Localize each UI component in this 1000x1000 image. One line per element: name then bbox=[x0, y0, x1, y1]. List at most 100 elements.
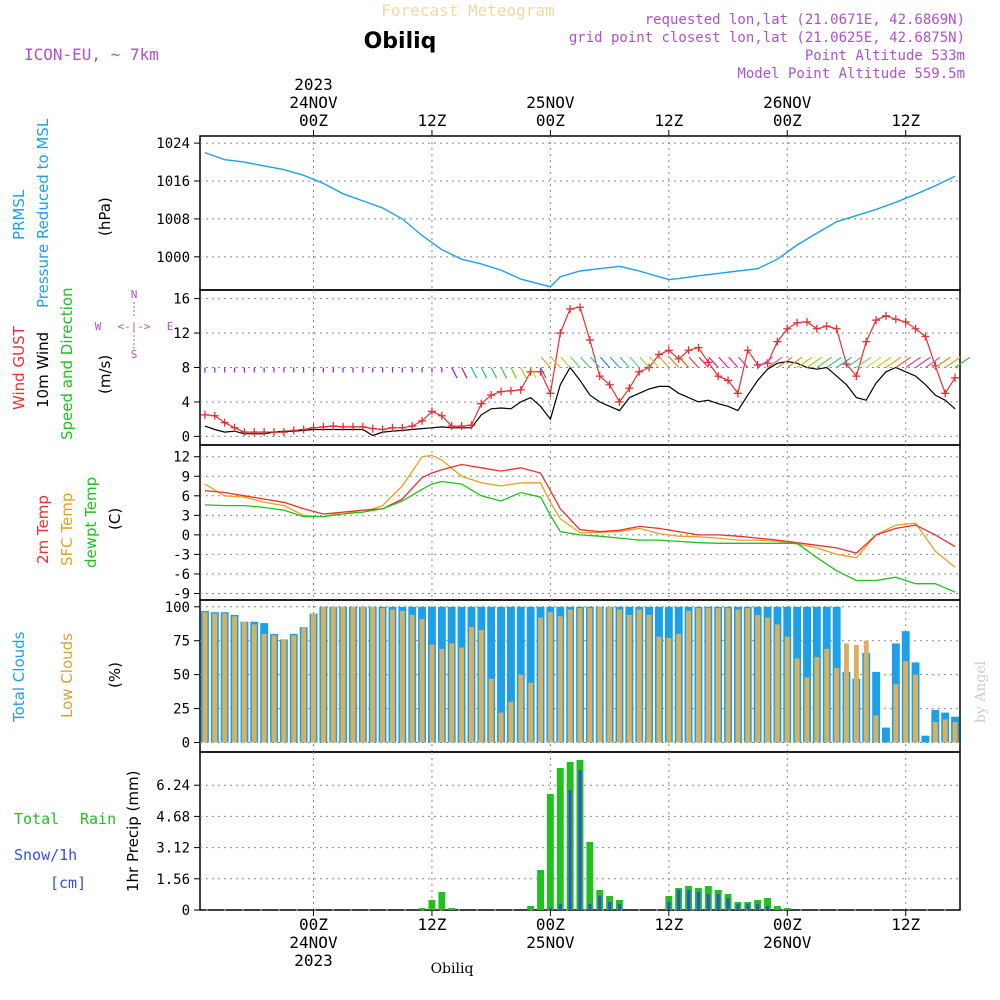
ytick-label: -6 bbox=[173, 567, 190, 583]
gust-marker bbox=[783, 324, 792, 333]
wind-direction-arrow bbox=[786, 356, 803, 368]
wind-direction-arrow bbox=[589, 356, 601, 368]
ytick-label: 0 bbox=[182, 528, 190, 544]
total-cloud-bar bbox=[507, 606, 515, 743]
total-cloud-bar bbox=[882, 727, 890, 743]
wind-direction-arrow bbox=[846, 356, 862, 368]
cm-label: [cm] bbox=[50, 874, 86, 892]
gust-marker bbox=[654, 350, 663, 359]
compass-east: E bbox=[167, 320, 174, 333]
low-clouds-label: Low Clouds bbox=[58, 633, 76, 718]
wind-direction-arrow bbox=[816, 356, 833, 368]
low-cloud-bar bbox=[350, 606, 356, 743]
gust-marker bbox=[358, 422, 367, 431]
rain-bar bbox=[546, 794, 554, 910]
t2m-label: 2m Temp bbox=[34, 495, 52, 564]
wind-direction-arrow bbox=[826, 356, 842, 368]
gust-marker bbox=[506, 386, 515, 395]
wind-direction-arrow bbox=[905, 356, 921, 368]
wind-direction-arrow bbox=[570, 356, 581, 368]
low-cloud-bar bbox=[784, 636, 790, 743]
rain-bar bbox=[586, 842, 594, 910]
rain-bar bbox=[527, 906, 535, 910]
gust-marker bbox=[832, 324, 841, 333]
precip-unit-label: 1hr Precip (mm) bbox=[124, 771, 142, 892]
low-cloud-bar bbox=[735, 609, 741, 743]
low-cloud-bar bbox=[666, 638, 672, 743]
ms-unit-label: (m/s) bbox=[96, 355, 114, 394]
snow-bar bbox=[716, 894, 720, 910]
top-time-label: 00Z bbox=[536, 111, 565, 130]
low-cloud-bar bbox=[873, 715, 879, 743]
low-cloud-bar bbox=[232, 616, 237, 743]
low-cloud-bar bbox=[814, 657, 820, 743]
gust-marker bbox=[497, 387, 506, 396]
gust-marker bbox=[921, 332, 930, 341]
gust-marker bbox=[901, 317, 910, 326]
ytick-label: 3.12 bbox=[156, 841, 190, 857]
total-clouds-label: Total Clouds bbox=[10, 631, 28, 723]
rain-bar bbox=[764, 898, 771, 910]
prmsl-label: PRMSL bbox=[10, 189, 28, 240]
ytick-label: 4.68 bbox=[156, 809, 190, 825]
wind-direction-arrow bbox=[767, 356, 783, 368]
low-cloud-bar bbox=[409, 614, 415, 743]
low-cloud-bar bbox=[271, 635, 277, 743]
snow-bar bbox=[756, 904, 760, 910]
gust-marker bbox=[309, 423, 318, 432]
total-cloud-bar bbox=[872, 671, 881, 743]
wind-direction-arrow bbox=[510, 367, 517, 379]
low-cloud-bar bbox=[893, 684, 899, 743]
snow-bar bbox=[578, 770, 582, 910]
gust-marker bbox=[714, 372, 723, 381]
low-cloud-bar bbox=[844, 643, 849, 743]
gust-marker bbox=[803, 317, 812, 326]
low-cloud-bar bbox=[597, 606, 603, 743]
wind-direction-arrow bbox=[708, 356, 719, 368]
series-prmsl-line bbox=[204, 151, 956, 288]
gust-marker bbox=[210, 411, 219, 420]
low-cloud-bar bbox=[834, 667, 840, 743]
low-cloud-bar bbox=[222, 613, 228, 743]
low-cloud-bar bbox=[636, 609, 642, 743]
rain-bar bbox=[438, 892, 446, 910]
rain-bar bbox=[783, 908, 791, 910]
low-cloud-bar bbox=[202, 612, 208, 743]
gust-marker bbox=[418, 416, 427, 425]
low-cloud-bar bbox=[577, 608, 583, 743]
wind-direction-arrow bbox=[718, 356, 729, 368]
ytick-label: 50 bbox=[173, 668, 190, 684]
total-cloud-bar bbox=[803, 606, 811, 743]
low-cloud-bar bbox=[626, 614, 632, 743]
wind-direction-arrow bbox=[836, 356, 852, 368]
low-cloud-bar bbox=[212, 613, 218, 743]
snow-bar bbox=[746, 904, 750, 910]
gust-marker bbox=[605, 380, 614, 389]
low-cloud-bar bbox=[538, 617, 543, 743]
location-title: Obiliq bbox=[364, 29, 437, 54]
rain-bar bbox=[773, 906, 781, 910]
total-label: Total bbox=[14, 810, 59, 828]
wind-direction-arrow bbox=[865, 356, 882, 368]
wind-direction-arrow bbox=[856, 356, 872, 368]
series-t2m-line bbox=[204, 463, 956, 554]
gust-marker bbox=[812, 324, 821, 333]
panel1-labels: PRMSL Pressure Reduced to MSL (hPa) bbox=[10, 118, 114, 308]
gust-marker bbox=[437, 411, 446, 420]
ytick-label: 6 bbox=[182, 489, 190, 505]
gust-marker bbox=[753, 360, 762, 369]
gust-marker bbox=[220, 418, 229, 427]
low-cloud-bar bbox=[291, 635, 297, 743]
rain-bar bbox=[537, 870, 544, 910]
series-sfc-temp-line bbox=[204, 454, 956, 568]
low-cloud-bar bbox=[676, 633, 682, 743]
watermark: by Angel bbox=[973, 660, 989, 723]
wind-direction-arrow bbox=[639, 356, 650, 368]
wind-direction-arrow bbox=[944, 356, 961, 368]
low-cloud-bar bbox=[251, 624, 257, 743]
low-cloud-bar bbox=[370, 606, 376, 743]
low-cloud-bar bbox=[360, 606, 366, 743]
bottom-time-label: 12Z bbox=[891, 915, 920, 934]
ytick-label: -3 bbox=[173, 547, 190, 563]
ytick-label: 1008 bbox=[156, 212, 190, 228]
